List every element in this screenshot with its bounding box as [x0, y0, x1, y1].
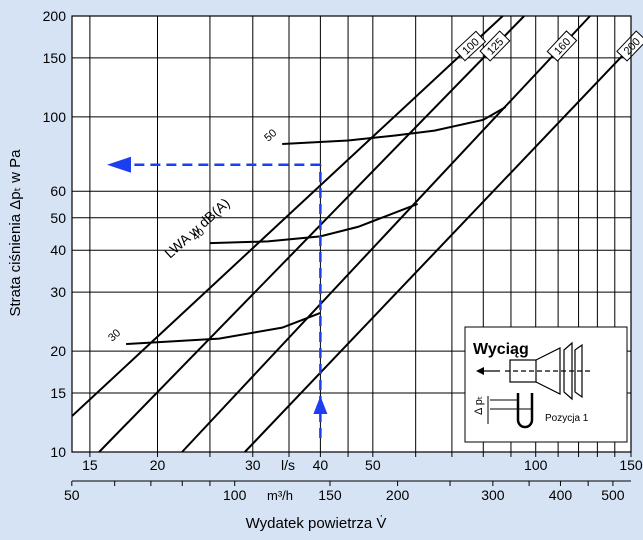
y-tick-label: 15: [50, 385, 66, 401]
inset-position-label: Pozycja 1: [545, 413, 589, 424]
duct-line-160: [181, 15, 591, 453]
duct-label-200: 200: [616, 30, 643, 62]
x-tick-label-m3h: 400: [549, 487, 573, 503]
x-axis-label: Wydatek powietrza V̇: [246, 515, 387, 532]
duct-line-200: [244, 45, 632, 453]
x-tick-label-ls: 20: [150, 457, 166, 473]
fan-icon: [505, 341, 590, 401]
flow-arrow-icon: [476, 367, 500, 375]
plot-frame: [71, 15, 632, 453]
duct-label-box: [616, 30, 643, 62]
x-tick-label-ls: 100: [524, 457, 548, 473]
x-tick-label-ls: 15: [82, 457, 98, 473]
duct-line-100: [71, 15, 504, 417]
y-tick-label: 10: [50, 444, 66, 460]
working-point-marker: [107, 156, 328, 438]
x-tick-label-ls: 50: [365, 457, 381, 473]
x-tick-label-m3h: 500: [601, 487, 625, 503]
y-tick-label: 40: [50, 242, 66, 258]
y-tick-label: 30: [50, 284, 66, 300]
inset-dp-label: Δ pₜ: [473, 396, 485, 415]
x-tick-label-ls: 150: [619, 457, 643, 473]
x-unit-bottom: m³/h: [267, 488, 293, 503]
duct-label-box: [479, 30, 511, 62]
tick-labels: 15 20 30 40 50 100 150 50 100 150 200 300 400 500 10 15…: [43, 8, 643, 503]
duct-label-box: [546, 30, 578, 62]
x-tick-label-ls: 30: [245, 457, 261, 473]
y-tick-label: 200: [43, 8, 67, 24]
sound-curve-50: [282, 106, 507, 145]
x-tick-label-m3h: 150: [318, 487, 342, 503]
x-tick-label-m3h: 100: [223, 487, 247, 503]
inset-diagram: Wyciąg Δ pₜ Pozycja 1: [464, 326, 628, 443]
y-tick-label: 50: [50, 210, 66, 226]
y-tick-label: 20: [50, 343, 66, 359]
y-tick-label: 150: [43, 50, 67, 66]
x-tick-label-m3h: 300: [481, 487, 505, 503]
x-tick-label-m3h: 200: [386, 487, 410, 503]
duct-label-box: [454, 30, 487, 62]
y-tick-label: 60: [50, 183, 66, 199]
y-tick-label: 100: [43, 109, 67, 125]
x-tick-label-ls: 40: [313, 457, 329, 473]
arrow-left-icon: [107, 156, 131, 173]
x-unit-top: l/s: [281, 457, 295, 473]
duct-line-125: [98, 15, 525, 453]
sound-curve-30: [126, 312, 321, 346]
arrow-up-icon: [313, 396, 328, 414]
inset-title: Wyciąg: [473, 341, 529, 358]
manometer-icon: [487, 393, 534, 429]
x-tick-label-m3h: 50: [64, 487, 80, 503]
y-axis-label: Strata ciśnienia Δpₜ w Pa: [7, 149, 24, 317]
